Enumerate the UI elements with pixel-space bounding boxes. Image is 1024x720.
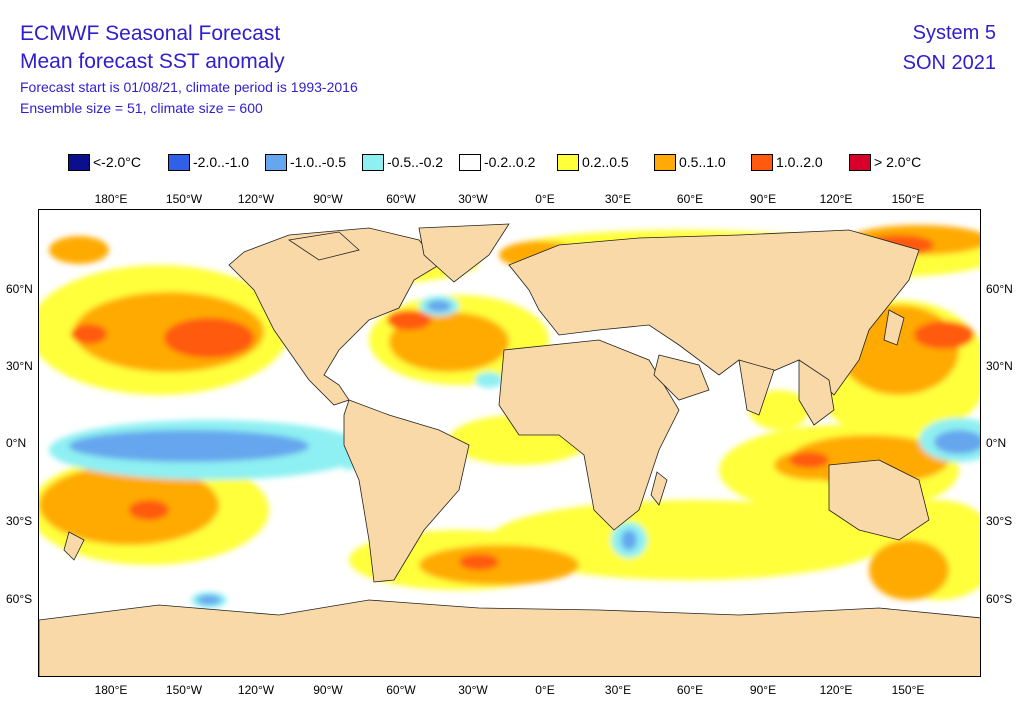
lat-tick-left: 30°S — [6, 514, 33, 528]
lat-tick-left: 0°N — [6, 436, 27, 450]
legend-swatch — [751, 153, 773, 171]
greenland — [418, 223, 510, 283]
southeast-asia — [798, 359, 835, 426]
legend-label: 1.0..2.0 — [776, 154, 823, 170]
lat-tick-right: 30°S — [986, 514, 1013, 528]
legend-item: -2.0..-1.0 — [168, 150, 249, 174]
legend-swatch — [654, 153, 676, 171]
ensemble-info: Ensemble size = 51, climate size = 600 — [20, 100, 263, 116]
lon-tick-top: 150°E — [891, 192, 925, 206]
legend-swatch — [68, 153, 90, 171]
lon-tick-top: 120°W — [237, 192, 275, 206]
lon-tick-top: 30°W — [458, 192, 488, 206]
lon-tick-top: 180°E — [94, 192, 128, 206]
forecast-info: Forecast start is 01/08/21, climate peri… — [20, 79, 358, 95]
lat-tick-left: 60°S — [6, 592, 33, 606]
lon-tick-top: 0°E — [535, 192, 555, 206]
legend-item: -0.2..0.2 — [459, 150, 535, 174]
legend-item: 1.0..2.0 — [751, 150, 823, 174]
legend-item: 0.5..1.0 — [654, 150, 726, 174]
lon-tick-bottom: 60°W — [386, 683, 416, 697]
lon-tick-bottom: 30°E — [604, 683, 632, 697]
australia — [828, 459, 930, 541]
map-subtitle: Mean forecast SST anomaly — [20, 50, 285, 73]
legend-swatch — [459, 153, 481, 171]
lon-tick-bottom: 90°W — [313, 683, 343, 697]
legend-label: -2.0..-1.0 — [193, 154, 250, 170]
system-label: System 5 — [912, 22, 996, 44]
legend: <-2.0°C -2.0..-1.0 -1.0..-0.5 -0.5..-0.2… — [68, 150, 948, 174]
lon-tick-bottom: 180°E — [94, 683, 128, 697]
legend-item: > 2.0°C — [849, 150, 921, 174]
lon-tick-top: 90°W — [313, 192, 343, 206]
legend-swatch — [849, 153, 871, 171]
legend-swatch — [265, 153, 287, 171]
lon-tick-bottom: 60°E — [676, 683, 704, 697]
north-america — [228, 227, 440, 406]
arabia — [653, 354, 710, 401]
legend-swatch — [557, 153, 579, 171]
japan — [883, 309, 905, 346]
lon-tick-top: 30°E — [604, 192, 632, 206]
legend-label: > 2.0°C — [874, 154, 922, 170]
lon-tick-top: 60°E — [676, 192, 704, 206]
lon-tick-bottom: 120°W — [237, 683, 275, 697]
lon-tick-top: 150°W — [165, 192, 203, 206]
season-label: SON 2021 — [902, 52, 996, 74]
south-america — [343, 399, 470, 583]
madagascar — [650, 471, 668, 506]
lat-tick-right: 30°N — [986, 359, 1013, 373]
sst-anomaly-map — [38, 209, 981, 677]
anomaly-neg1.0-neg0.5 — [69, 300, 980, 605]
lon-tick-bottom: 30°W — [458, 683, 488, 697]
legend-item: -1.0..-0.5 — [265, 150, 346, 174]
system-block: System 5 SON 2021 — [903, 18, 996, 78]
legend-label: 0.5..1.0 — [679, 154, 726, 170]
india — [738, 359, 775, 416]
legend-label: 0.2..0.5 — [582, 154, 629, 170]
legend-swatch — [362, 153, 384, 171]
lon-tick-bottom: 90°E — [749, 683, 777, 697]
antarctica — [39, 599, 980, 676]
lon-tick-bottom: 150°E — [891, 683, 925, 697]
lon-tick-top: 60°W — [386, 192, 416, 206]
legend-item: 0.2..0.5 — [557, 150, 629, 174]
lat-tick-right: 0°N — [986, 436, 1007, 450]
africa — [498, 339, 680, 531]
arctic-islands — [287, 231, 360, 261]
lat-tick-left: 60°N — [6, 282, 33, 296]
legend-label: -0.5..-0.2 — [387, 154, 444, 170]
title-block: ECMWF Seasonal Forecast Mean forecast SS… — [20, 20, 358, 119]
lat-tick-right: 60°S — [986, 592, 1013, 606]
lon-tick-bottom: 0°E — [535, 683, 555, 697]
legend-label: -1.0..-0.5 — [290, 154, 347, 170]
legend-item: <-2.0°C — [68, 150, 141, 174]
lon-tick-top: 120°E — [819, 192, 853, 206]
lat-tick-left: 30°N — [6, 359, 33, 373]
land-masses — [39, 223, 980, 676]
map-canvas — [39, 223, 980, 676]
legend-swatch — [168, 153, 190, 171]
lon-tick-bottom: 120°E — [819, 683, 853, 697]
lon-tick-bottom: 150°W — [165, 683, 203, 697]
lon-tick-top: 90°E — [749, 192, 777, 206]
legend-label: <-2.0°C — [93, 154, 142, 170]
new-zealand — [63, 531, 85, 561]
lat-tick-right: 60°N — [986, 282, 1013, 296]
legend-item: -0.5..-0.2 — [362, 150, 443, 174]
legend-label: -0.2..0.2 — [484, 154, 536, 170]
map-title: ECMWF Seasonal Forecast — [20, 22, 281, 45]
